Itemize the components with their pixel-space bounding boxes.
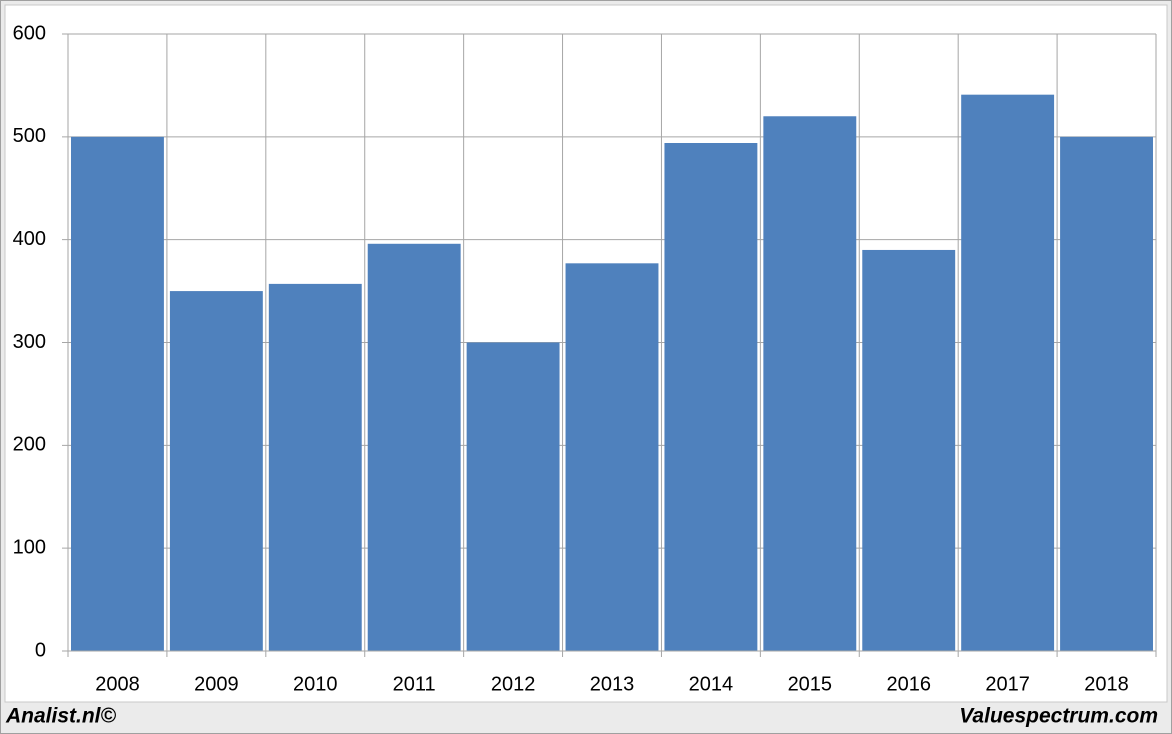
footer-right: Valuespectrum.com	[959, 705, 1158, 728]
bar	[664, 143, 758, 651]
footer-left: Analist.nl©	[5, 705, 117, 728]
bar	[1060, 136, 1153, 652]
bar	[367, 243, 461, 651]
x-tick-label: 2018	[1084, 673, 1129, 695]
x-tick-label: 2014	[689, 673, 734, 695]
bar	[466, 342, 560, 651]
bar	[961, 94, 1055, 651]
bar	[169, 291, 263, 651]
y-tick-label: 400	[13, 228, 46, 250]
y-tick-label: 200	[13, 434, 46, 456]
bar	[763, 116, 857, 652]
x-tick-label: 2017	[985, 673, 1030, 695]
bar	[268, 283, 362, 651]
bar	[565, 263, 659, 651]
x-tick-label: 2011	[393, 673, 436, 695]
y-tick-label: 300	[13, 331, 46, 353]
x-tick-label: 2015	[788, 673, 833, 695]
y-tick-label: 500	[13, 125, 46, 147]
y-tick-label: 0	[35, 639, 46, 661]
bar	[71, 136, 164, 652]
y-tick-label: 600	[13, 22, 46, 44]
bar	[862, 249, 956, 651]
x-tick-label: 2013	[590, 673, 635, 695]
x-tick-label: 2008	[95, 673, 140, 695]
y-tick-label: 100	[13, 536, 46, 558]
x-tick-label: 2016	[886, 673, 931, 695]
x-tick-label: 2010	[293, 673, 338, 695]
x-tick-label: 2012	[491, 673, 536, 695]
x-tick-label: 2009	[194, 673, 239, 695]
